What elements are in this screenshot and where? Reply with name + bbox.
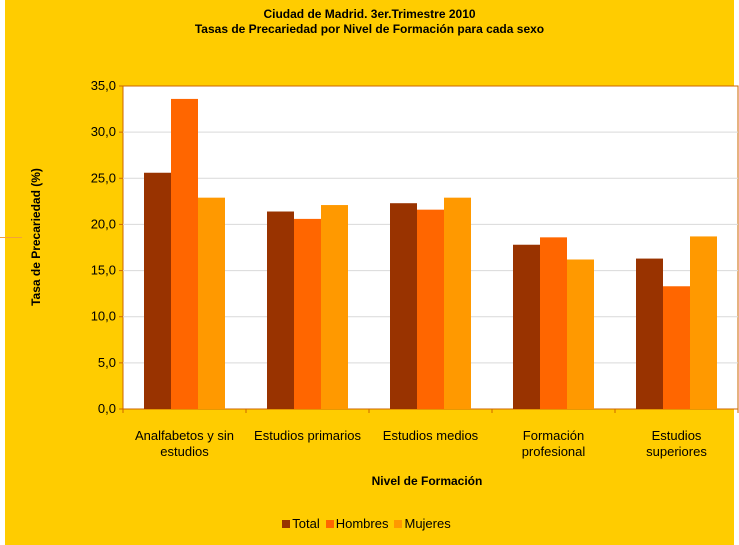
bar-total xyxy=(144,172,171,409)
bar-mujeres xyxy=(321,205,348,409)
legend-item-mujeres: Mujeres xyxy=(394,516,451,531)
legend-label: Total xyxy=(292,516,320,531)
y-tick-label: 30,0 xyxy=(91,124,116,139)
x-category-label: Estudios primarios xyxy=(254,428,361,443)
legend-swatch xyxy=(282,520,291,528)
y-tick-label: 0,0 xyxy=(98,401,116,416)
bar-hombres xyxy=(663,286,690,409)
chart-title: Ciudad de Madrid. 3er.Trimestre 2010 xyxy=(263,7,476,21)
y-tick-label: 35,0 xyxy=(91,78,116,93)
bar-mujeres xyxy=(444,197,471,409)
legend-swatch xyxy=(325,520,334,528)
bar-total xyxy=(636,258,663,409)
y-tick-label: 20,0 xyxy=(91,216,116,231)
chart-subtitle: Tasas de Precariedad por Nivel de Formac… xyxy=(194,22,545,36)
bar-hombres xyxy=(294,218,321,409)
x-axis-title: Nivel de Formación xyxy=(372,474,483,488)
bar-hombres xyxy=(171,98,198,410)
legend-swatch xyxy=(394,520,403,528)
x-category-label: Estudios superiores xyxy=(646,428,707,459)
y-tick-label: 15,0 xyxy=(91,263,116,278)
y-axis-title: Tasa de Precariedad (%) xyxy=(29,168,43,306)
x-category-label: Estudios medios xyxy=(383,428,479,443)
bar-mujeres xyxy=(567,259,594,409)
bar-hombres xyxy=(417,209,444,409)
y-tick-label: 25,0 xyxy=(91,170,116,185)
legend-label: Hombres xyxy=(335,516,389,531)
stray-line xyxy=(0,237,22,238)
bar-hombres xyxy=(540,237,567,409)
y-tick-label: 5,0 xyxy=(98,355,116,370)
bar-total xyxy=(390,203,417,409)
y-tick-label: 10,0 xyxy=(91,309,116,324)
bar-mujeres xyxy=(690,236,717,409)
legend: Total Hombres Mujeres xyxy=(0,516,739,531)
legend-item-total: Total xyxy=(282,516,320,531)
legend-item-hombres: Hombres xyxy=(325,516,389,531)
x-category-label: Analfabetos y sin estudios xyxy=(135,428,234,459)
bar-total xyxy=(513,244,540,409)
bar-total xyxy=(267,211,294,409)
bar-mujeres xyxy=(198,197,225,409)
legend-label: Mujeres xyxy=(404,516,451,531)
x-category-label: Formación profesional xyxy=(522,428,586,459)
